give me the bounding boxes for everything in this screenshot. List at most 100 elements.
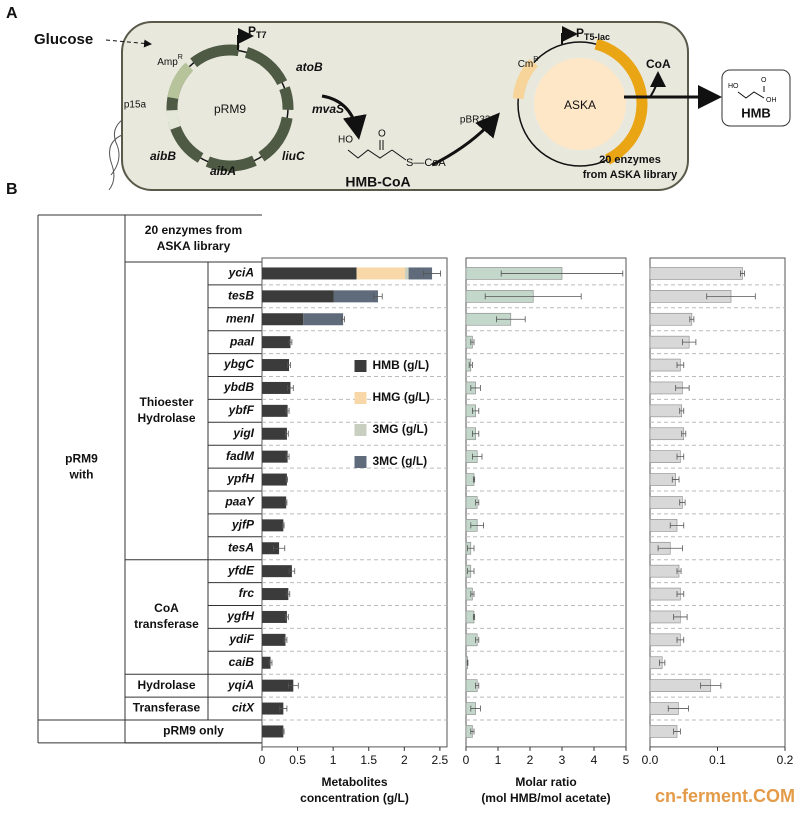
error-bar xyxy=(285,476,289,483)
error-bar xyxy=(373,293,383,300)
atom: HO xyxy=(728,83,739,90)
error-bar xyxy=(706,293,756,300)
bar xyxy=(649,587,681,601)
error-bar xyxy=(268,659,273,666)
arrow xyxy=(321,94,367,140)
error-bar xyxy=(470,728,475,735)
bar xyxy=(649,564,680,578)
bar-segment xyxy=(262,381,291,394)
error-bar xyxy=(740,270,745,277)
gene-label: ybgC xyxy=(223,357,254,371)
bar-segment xyxy=(262,565,292,578)
gene-label: yigI xyxy=(232,426,254,440)
insert: from ASKA library xyxy=(583,169,678,181)
panel-b: 20 enzymes from ASKA library Thioester Hydr… xyxy=(37,214,794,805)
error-bar xyxy=(676,453,685,460)
x-axis-label: Metabolites xyxy=(321,775,387,789)
promoter-arrow xyxy=(561,26,578,44)
bar-segment xyxy=(356,267,406,280)
error-bar xyxy=(472,476,476,483)
bar xyxy=(649,358,681,372)
x-tick-label: 2 xyxy=(401,753,408,767)
group-label: Transferase xyxy=(133,701,201,715)
error-bar xyxy=(288,568,296,575)
bar xyxy=(649,633,681,647)
bar-segment xyxy=(262,496,287,509)
ori-arc xyxy=(166,44,294,172)
error-bar xyxy=(279,705,288,712)
gene-label: frc xyxy=(239,586,255,600)
gene: mvaS xyxy=(312,102,344,116)
bar-segment xyxy=(262,473,287,486)
group-label: transferase xyxy=(134,617,199,631)
error-bar xyxy=(472,453,483,460)
x-tick-label: 0 xyxy=(463,753,470,767)
error-bar xyxy=(470,339,475,346)
bar-segment xyxy=(262,336,291,349)
legend-label: 3MC (g/L) xyxy=(373,454,428,468)
group-label: Hydrolase xyxy=(137,678,195,692)
error-bar xyxy=(468,362,473,369)
bar-segment xyxy=(262,725,284,738)
gene-label: paaI xyxy=(229,334,255,348)
error-bar xyxy=(287,384,294,391)
error-bar xyxy=(341,316,345,323)
group-label: Thioester xyxy=(139,395,193,409)
bar-segment xyxy=(333,290,378,303)
x-tick-label: 5 xyxy=(623,753,630,767)
bar-segment xyxy=(262,404,288,417)
insert: 20 enzymes xyxy=(599,154,661,166)
ori: p15a xyxy=(124,100,147,111)
error-bar xyxy=(472,407,480,414)
error-bar xyxy=(286,591,291,598)
bar xyxy=(465,610,475,624)
bar xyxy=(649,267,743,280)
gene: atoB xyxy=(296,60,323,74)
bar-segment xyxy=(303,313,344,326)
bar-segment xyxy=(262,450,288,463)
x-tick-label: 4 xyxy=(591,753,598,767)
res-main: Amp xyxy=(157,57,178,68)
gene-label: caiB xyxy=(229,655,255,669)
x-tick-label: 3 xyxy=(559,753,566,767)
group-label: pRM9 only xyxy=(163,724,224,738)
x-tick-label: 0.0 xyxy=(642,753,659,767)
root-label: with xyxy=(69,468,94,482)
glucose: Glucose xyxy=(34,31,93,48)
x-tick-label: 1.5 xyxy=(360,753,377,767)
bar-segment xyxy=(262,313,304,326)
gene-label: yjfP xyxy=(231,518,255,532)
error-bar xyxy=(470,384,481,391)
error-bar xyxy=(700,682,722,689)
legend-swatch xyxy=(354,392,367,404)
error-bar xyxy=(659,659,666,666)
error-bar xyxy=(675,384,690,391)
error-bar xyxy=(287,682,299,689)
x-tick-label: 1 xyxy=(330,753,337,767)
bar xyxy=(649,427,685,441)
structure xyxy=(737,86,765,99)
error-bar xyxy=(676,568,682,575)
error-bar xyxy=(287,362,291,369)
flagella xyxy=(108,119,123,191)
error-bar xyxy=(285,407,290,414)
watermark: cn-ferment.COM xyxy=(655,786,795,806)
bar-segment xyxy=(262,519,284,532)
error-bar xyxy=(682,339,697,346)
gene: aibB xyxy=(150,149,176,163)
promoter-arrow xyxy=(237,28,254,50)
group-label: CoA xyxy=(154,601,179,615)
error-bar xyxy=(272,545,286,552)
atom: HO xyxy=(338,135,353,146)
gene-label: citX xyxy=(232,701,255,715)
prom-sub: T7 xyxy=(256,30,267,40)
gene-label: ypfH xyxy=(226,472,254,486)
error-bar xyxy=(679,499,686,506)
group-label: Hydrolase xyxy=(137,411,195,425)
bar-segment xyxy=(262,679,294,692)
table-header: ASKA library xyxy=(157,239,231,253)
panel-label: A xyxy=(6,5,18,22)
error-bar xyxy=(484,293,582,300)
error-bar xyxy=(470,591,475,598)
